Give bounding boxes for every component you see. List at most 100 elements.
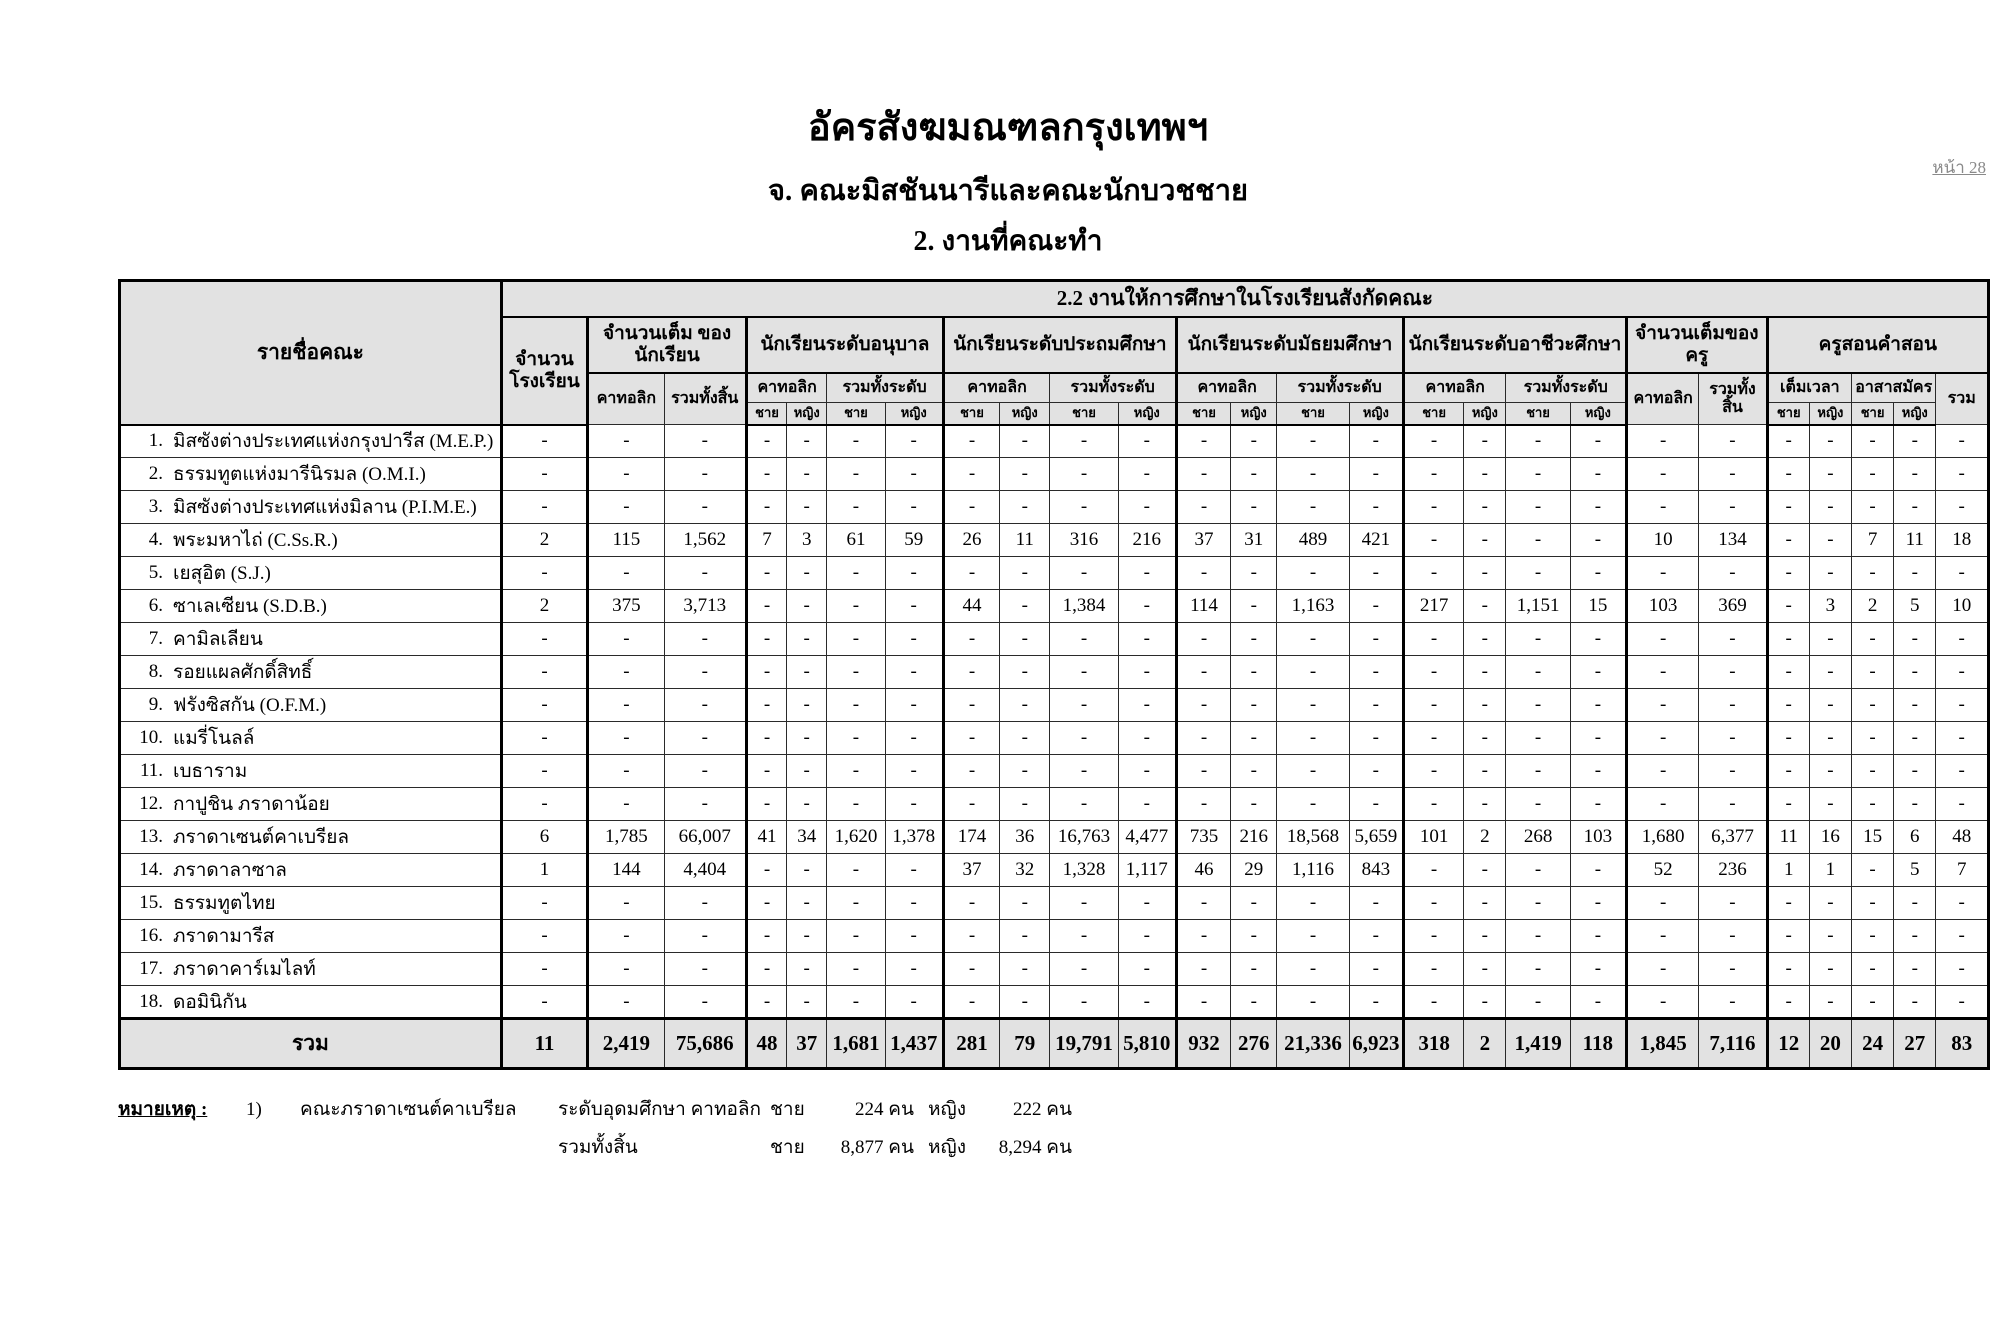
row-number: 2. (148, 463, 163, 484)
data-cell: - (1174, 655, 1232, 689)
row-number: 4. (148, 529, 163, 550)
data-cell: - (663, 754, 747, 788)
data-cell: - (1935, 721, 1989, 755)
data-cell: - (1049, 424, 1119, 458)
congregation-name: 13. ภราดาเซนต์คาเบรียล (119, 820, 503, 854)
data-cell: - (1401, 787, 1465, 821)
data-cell: 1,681 (826, 1017, 886, 1069)
footnote-female-label: หญิง (928, 1137, 966, 1158)
data-cell: - (1765, 457, 1810, 491)
data-cell: 7,116 (1698, 1017, 1768, 1069)
data-cell: 59 (884, 523, 944, 557)
data-cell: - (1348, 985, 1404, 1019)
data-cell: - (1174, 424, 1232, 458)
total-label: รวม (119, 1017, 503, 1069)
data-cell: - (1893, 490, 1937, 524)
data-cell: - (1765, 721, 1810, 755)
data-cell: 101 (1401, 820, 1465, 854)
gender-female: หญิง (786, 402, 828, 426)
data-cell: - (1808, 523, 1853, 557)
data-cell: - (1230, 655, 1278, 689)
footnote-male-value-2: 8,877 คน (840, 1137, 914, 1158)
data-cell: 932 (1174, 1017, 1232, 1069)
row-number: 16. (139, 925, 163, 946)
data-cell: - (999, 688, 1051, 722)
data-cell: 1,620 (826, 820, 886, 854)
data-cell: - (884, 886, 944, 920)
data-cell: - (1624, 721, 1700, 755)
data-cell: - (1808, 985, 1853, 1019)
data-cell: - (1276, 622, 1350, 656)
data-cell: - (586, 952, 665, 986)
data-cell: - (1893, 721, 1937, 755)
data-cell: - (1401, 853, 1465, 887)
data-cell: - (499, 424, 589, 458)
congregation-name-text: รอยแผลศักดิ์สิทธิ์ (173, 662, 313, 683)
data-cell: 37 (1174, 523, 1232, 557)
data-cell: - (1850, 424, 1895, 458)
data-cell: 5 (1893, 589, 1937, 623)
data-cell: - (1348, 622, 1404, 656)
data-cell: - (1401, 886, 1465, 920)
data-cell: - (744, 556, 788, 590)
data-cell: - (786, 721, 828, 755)
data-cell: - (1935, 886, 1989, 920)
data-cell: 1,151 (1505, 589, 1571, 623)
data-cell: - (999, 787, 1051, 821)
data-cell: 1,117 (1117, 853, 1177, 887)
data-cell: - (1117, 985, 1177, 1019)
data-cell: - (1765, 952, 1810, 986)
data-cell: - (1348, 589, 1404, 623)
gender-male: ชาย (1401, 402, 1465, 426)
data-cell: - (1569, 919, 1627, 953)
data-cell: - (1117, 886, 1177, 920)
data-cell: - (1348, 688, 1404, 722)
data-cell: - (1049, 721, 1119, 755)
footnote-male-label: ชาย (770, 1099, 805, 1120)
data-cell: - (744, 754, 788, 788)
data-cell: - (941, 754, 1001, 788)
subcol-student-grand-total: รวมทั้งสิ้น (663, 372, 747, 425)
data-cell: - (499, 985, 589, 1019)
data-cell: 1,163 (1276, 589, 1350, 623)
data-cell: 20 (1808, 1017, 1853, 1069)
col-group-primary: นักเรียนระดับประถมศึกษา (941, 316, 1177, 374)
data-cell: - (663, 787, 747, 821)
data-cell: - (744, 919, 788, 953)
data-cell: - (499, 919, 589, 953)
data-cell: - (786, 556, 828, 590)
data-cell: - (1935, 919, 1989, 953)
data-cell: - (1808, 721, 1853, 755)
congregation-name-text: ธรรมทูตแห่งมารีนิรมล (O.M.I.) (173, 464, 426, 485)
data-cell: - (1117, 622, 1177, 656)
congregation-name: 14. ภราดาลาซาล (119, 853, 503, 887)
data-cell: - (1276, 886, 1350, 920)
data-cell: 1,845 (1624, 1017, 1700, 1069)
data-cell: - (1808, 556, 1853, 590)
data-cell: - (744, 853, 788, 887)
data-cell: 27 (1893, 1017, 1937, 1069)
data-cell: - (1765, 886, 1810, 920)
data-cell: - (1174, 787, 1232, 821)
col-group-student-total: จำนวนเต็ม ของนักเรียน (586, 316, 747, 374)
data-cell: 34 (786, 820, 828, 854)
data-cell: - (744, 886, 788, 920)
data-cell: - (1049, 490, 1119, 524)
data-cell: - (1463, 688, 1507, 722)
gender-female: หญิง (1230, 402, 1278, 426)
data-cell: 489 (1276, 523, 1350, 557)
footnote-number: 1) (246, 1099, 262, 1120)
data-cell: - (1117, 688, 1177, 722)
data-cell: 1,785 (586, 820, 665, 854)
data-cell: - (1808, 919, 1853, 953)
data-cell: - (1276, 655, 1350, 689)
row-number: 15. (139, 892, 163, 913)
data-cell: 7 (1935, 853, 1989, 887)
footnote-female-value-1: 222 คน (1013, 1099, 1072, 1120)
data-cell: 3 (1808, 589, 1853, 623)
data-cell: - (999, 985, 1051, 1019)
data-cell: - (1505, 655, 1571, 689)
congregation-name-text: ดอมินิกัน (173, 991, 247, 1013)
data-cell: - (1808, 688, 1853, 722)
data-cell: - (1624, 457, 1700, 491)
